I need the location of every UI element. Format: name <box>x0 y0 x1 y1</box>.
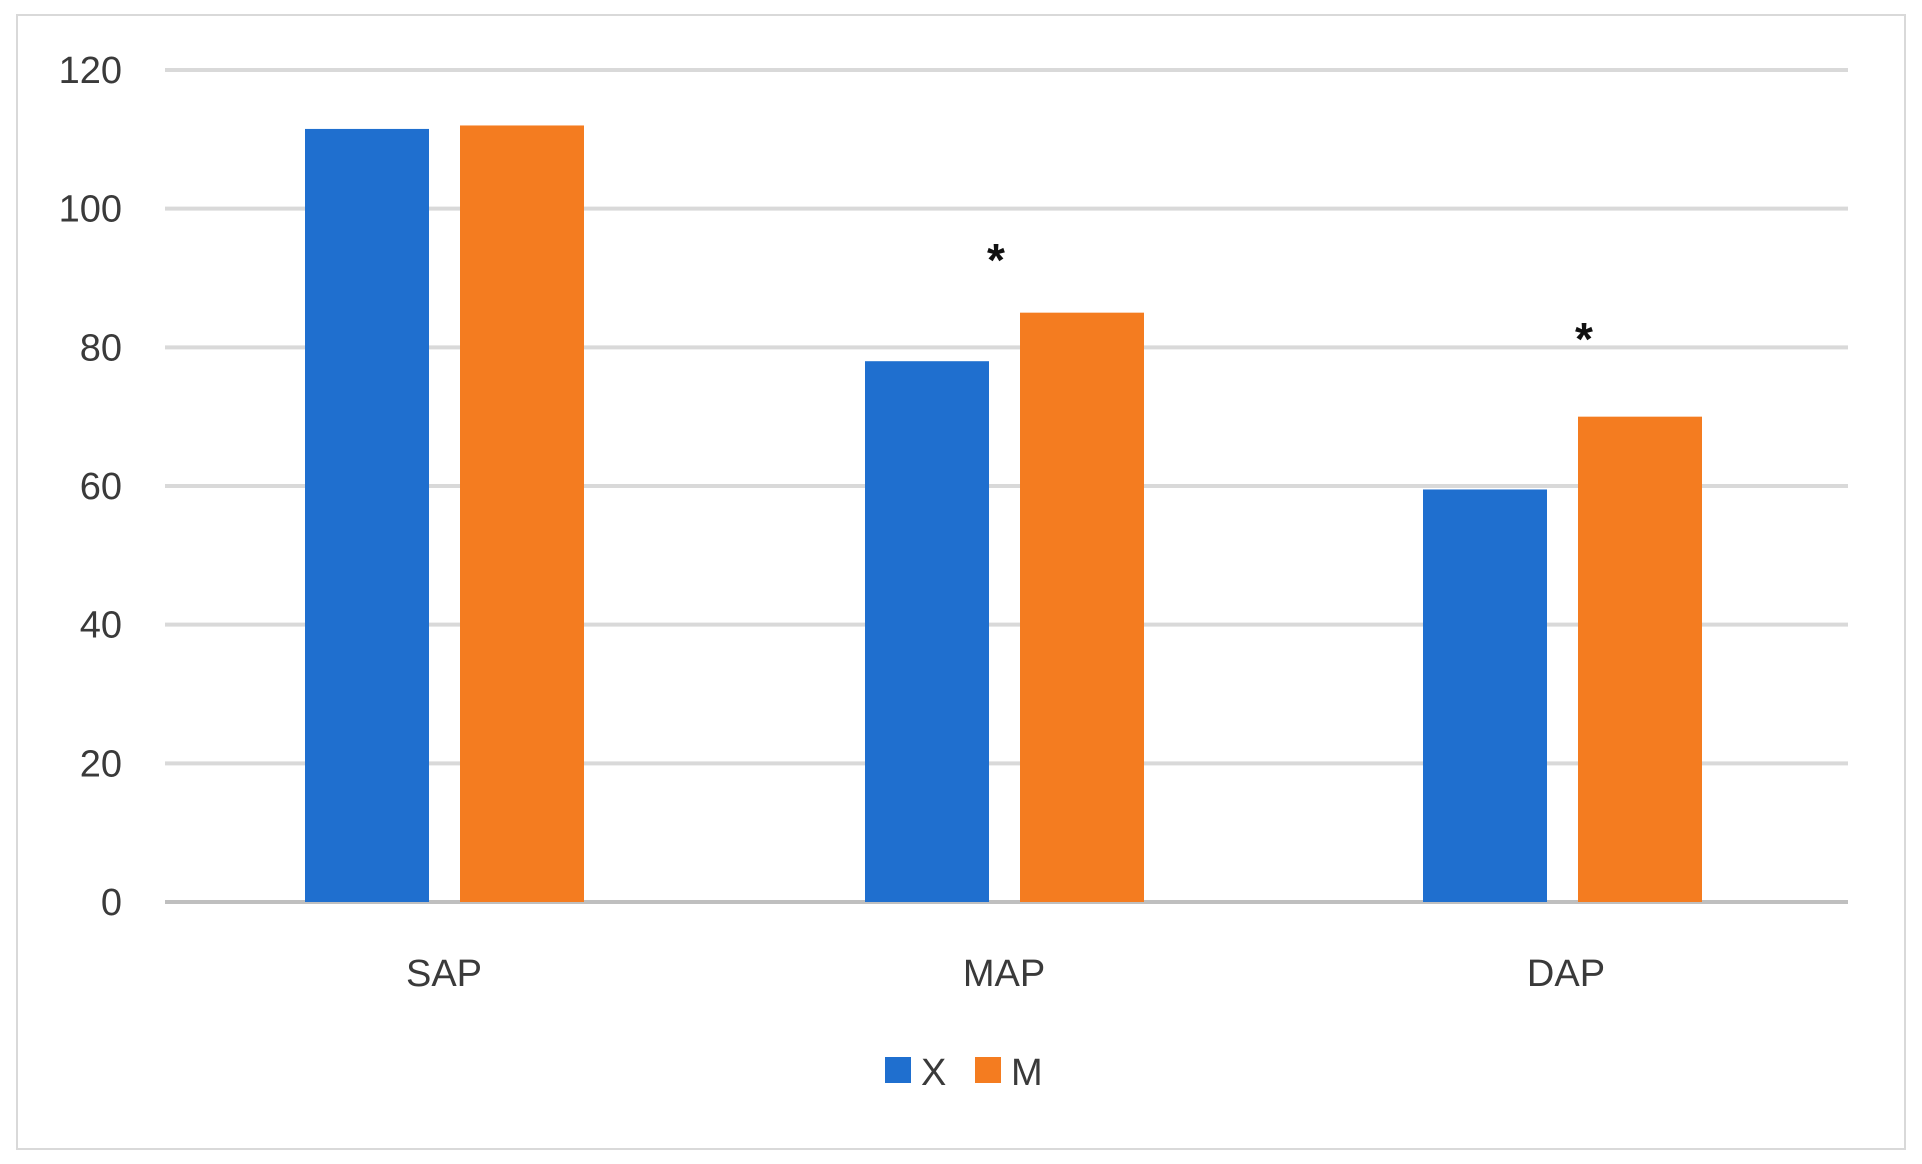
bar-x-dap <box>1423 489 1547 902</box>
bar-m-map <box>1020 312 1144 903</box>
y-tick-label: 80 <box>80 327 122 369</box>
x-tick-label: SAP <box>406 953 482 995</box>
y-tick-label: 100 <box>59 189 122 231</box>
y-tick-label: 20 <box>80 743 122 785</box>
y-axis-ticks: 0 20 40 60 80 100 120 <box>59 50 122 924</box>
legend-label: M <box>1011 1052 1043 1094</box>
y-tick-label: 40 <box>80 605 122 647</box>
x-tick-label: DAP <box>1527 953 1605 995</box>
bars <box>305 125 1702 903</box>
bar-x-sap <box>305 128 429 902</box>
annotations: ** <box>987 234 1593 365</box>
significance-marker: * <box>1575 313 1593 365</box>
legend-swatch-x <box>885 1057 911 1083</box>
y-tick-label: 120 <box>59 50 122 92</box>
bar-m-dap <box>1578 416 1702 902</box>
y-tick-label: 60 <box>80 466 122 508</box>
gridlines <box>165 68 1848 904</box>
legend-swatch-m <box>975 1057 1001 1083</box>
y-tick-label: 0 <box>101 882 122 924</box>
legend-label: X <box>921 1052 946 1094</box>
x-axis-ticks: SAP MAP DAP <box>406 953 1605 995</box>
x-tick-label: MAP <box>963 953 1045 995</box>
significance-marker: * <box>987 234 1005 286</box>
bar-x-map <box>865 361 989 902</box>
bar-m-sap <box>460 125 584 902</box>
